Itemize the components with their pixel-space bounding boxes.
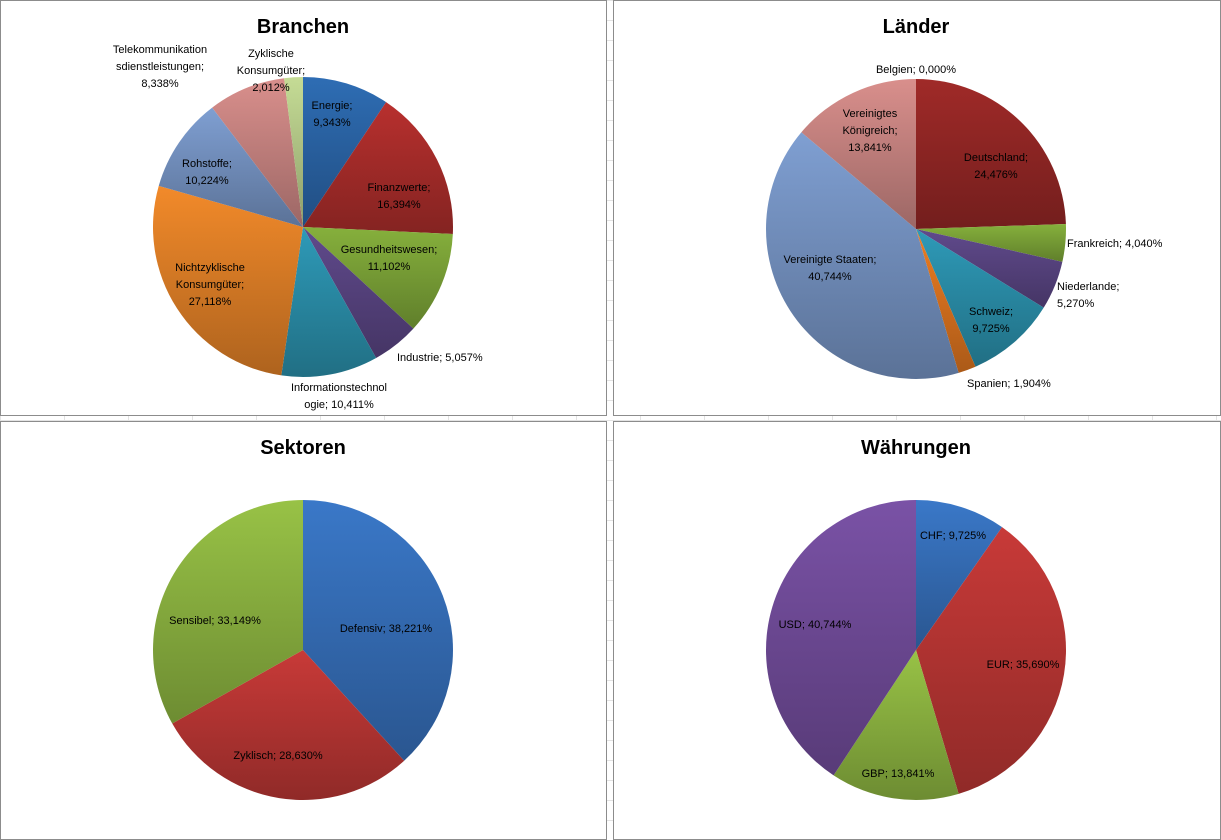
slice-label-rohstoffe: Rohstoffe; 10,224%	[182, 158, 232, 187]
pie-slice-sensibel[interactable]	[153, 500, 303, 724]
chart-panel-sektoren[interactable]: Sektoren Defensiv; 38,221% Zyklisch; 28,…	[0, 421, 607, 840]
pie-slice-gesundheitswesen[interactable]	[303, 227, 453, 329]
slice-label-energie: Energie; 9,343%	[312, 100, 353, 129]
chart-panel-laender[interactable]: Länder Belgien; 0,000% Deutschland; 24,47…	[613, 0, 1221, 416]
pie-slice-frankreich[interactable]	[916, 224, 1067, 262]
pie-slice-gbp[interactable]	[833, 650, 959, 801]
slice-label-defensiv: Defensiv; 38,221%	[340, 623, 433, 635]
slice-label-zyklisch: Zyklisch; 28,630%	[233, 750, 322, 762]
slice-label-vereinigte-staaten: Vereinigte Staaten; 40,744%	[784, 254, 877, 283]
pie-slice-vereinigtes-koenigreich[interactable]	[801, 79, 916, 229]
pie-slice-zyklisch[interactable]	[172, 650, 405, 800]
slice-label-sensibel: Sensibel; 33,149%	[169, 615, 261, 627]
pie-slice-rohstoffe[interactable]	[158, 107, 303, 227]
slice-label-schweiz: Schweiz; 9,725%	[969, 306, 1013, 335]
slice-label-usd: USD; 40,744%	[779, 619, 852, 631]
pie-chart-waehrungen: Währungen CHF; 9,725% EUR; 35,690% GBP; …	[766, 437, 1067, 801]
pie-chart-branchen: Branchen Energie; 9,343% Finanzwerte; 16,3…	[113, 16, 483, 411]
chart-title: Sektoren	[260, 437, 346, 459]
chart-title: Länder	[883, 16, 950, 38]
slice-label-vereinigtes-koenigreich: Vereinigtes Königreich; 13,841%	[842, 108, 897, 154]
chart-title: Währungen	[861, 437, 971, 459]
pie-slice-informationstechnologie[interactable]	[281, 227, 377, 378]
pie-slice-telekommunikationsdienstleistungen[interactable]	[212, 78, 303, 227]
chart-title: Branchen	[257, 16, 349, 38]
slice-label-deutschland: Deutschland; 24,476%	[964, 152, 1028, 181]
chart-panel-waehrungen[interactable]: Währungen CHF; 9,725% EUR; 35,690% GBP; …	[613, 421, 1221, 840]
slice-label-gbp: GBP; 13,841%	[862, 768, 935, 780]
slice-label-telekommunikation: Telekommunikation sdienstleistungen; 8,338…	[113, 44, 207, 90]
slice-label-chf: CHF; 9,725%	[920, 530, 986, 542]
slice-label-eur: EUR; 35,690%	[987, 659, 1060, 671]
pie-slice-eur[interactable]	[916, 527, 1067, 794]
slice-label-niederlande: Niederlande; 5,270%	[1057, 281, 1119, 310]
pie-slice-spanien[interactable]	[916, 229, 976, 373]
pie-slice-deutschland[interactable]	[916, 79, 1066, 229]
slice-label-gesundheitswesen: Gesundheitswesen; 11,102%	[341, 244, 438, 273]
pie-slice-energie[interactable]	[303, 77, 387, 227]
slice-label-nichtzyklische-konsumgueter: Nichtzyklische Konsumgüter; 27,118%	[175, 262, 245, 308]
slice-label-informationstechnologie: Informationstechnol ogie; 10,411%	[291, 382, 387, 411]
pie-slice-vereinigte-staaten[interactable]	[765, 132, 959, 380]
slice-label-spanien: Spanien; 1,904%	[967, 378, 1051, 390]
slice-label-finanzwerte: Finanzwerte; 16,394%	[368, 182, 431, 211]
pie-chart-sektoren: Sektoren Defensiv; 38,221% Zyklisch; 28,…	[153, 437, 453, 800]
slice-label-belgien: Belgien; 0,000%	[876, 64, 956, 76]
chart-panel-branchen[interactable]: Branchen Energie; 9,343% Finanzwerte; 16,3…	[0, 0, 607, 416]
slice-label-industrie: Industrie; 5,057%	[397, 352, 483, 364]
pie-slice-chf[interactable]	[916, 500, 1003, 650]
pie-slice-niederlande[interactable]	[916, 229, 1063, 308]
pie-chart-laender: Länder Belgien; 0,000% Deutschland; 24,47…	[765, 16, 1163, 390]
pie-slice-usd[interactable]	[766, 500, 916, 776]
pie-slice-zyklische-konsumgueter[interactable]	[284, 77, 303, 227]
pie-slice-schweiz[interactable]	[916, 229, 1044, 367]
pie-slice-finanzwerte[interactable]	[303, 102, 454, 234]
slice-label-zyklische-konsumgueter: Zyklische Konsumgüter; 2,012%	[237, 48, 305, 94]
pie-slice-defensiv[interactable]	[303, 500, 453, 761]
slice-label-frankreich: Frankreich; 4,040%	[1067, 238, 1163, 250]
pie-slice-nichtzyklische-konsumgueter[interactable]	[152, 185, 303, 376]
pie-slice-industrie[interactable]	[303, 227, 414, 358]
